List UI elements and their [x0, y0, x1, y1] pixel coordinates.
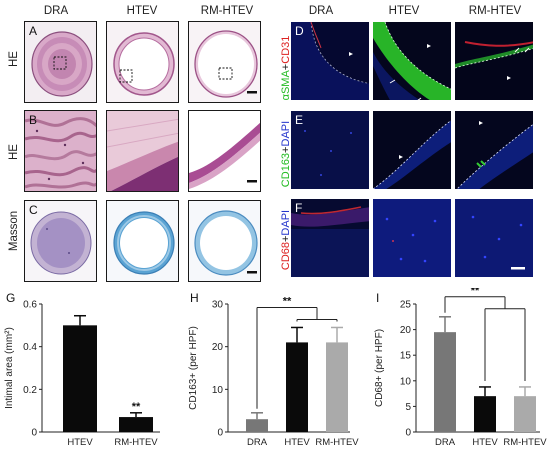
bar-htev	[474, 396, 496, 432]
panel-letter-b: B	[29, 113, 38, 127]
col-header-htev-right: HTEV	[388, 5, 420, 17]
micrograph-a-dra: A	[24, 21, 97, 103]
x-tick-label: RM-HTEV	[315, 437, 359, 448]
y-axis-label: CD163+ (per HPF)	[188, 326, 199, 410]
fluorescence-e-htev	[372, 110, 452, 190]
y-tick-label: 0	[405, 428, 411, 439]
bar-dra	[246, 419, 268, 432]
y-tick-label: 10	[400, 376, 412, 387]
panel-letter-c: C	[29, 203, 38, 217]
col-header-htev: HTEV	[126, 5, 158, 17]
fluorescence-e-rm-htev	[454, 110, 534, 190]
y-tick-label: 20	[400, 325, 412, 336]
micrograph-a-rm-htev	[188, 21, 261, 103]
bar-rm-htev	[514, 396, 536, 432]
micrograph-c-rm-htev	[188, 200, 261, 282]
fluorescence-f-rm-htev	[454, 198, 534, 278]
chart-h-cd163: H 0 10 20 30 CD163+ (per HPF) DRA HTEV RM-HTEV **	[188, 291, 359, 448]
x-tick-label: HTEV	[472, 437, 498, 448]
y-tick-label: 0	[31, 428, 37, 439]
x-tick-label: RM-HTEV	[114, 437, 158, 448]
chart-i-cd68: I 0 5 10 15 20 25 CD68+ (per HPF) DRA HTEV RM-HTEV…	[374, 288, 547, 448]
panel-letter-f: F	[295, 201, 303, 215]
significance-label: **	[283, 295, 292, 307]
x-tick-label: HTEV	[67, 437, 93, 448]
significance-bracket	[444, 296, 526, 381]
micrograph-b-htev	[106, 110, 179, 192]
col-header-dra-right: DRA	[308, 5, 334, 17]
panel-letter-g: G	[6, 291, 15, 305]
micrograph-a-htev	[106, 21, 179, 103]
y-tick-label: 0.4	[23, 342, 37, 353]
y-tick-label: 15	[400, 351, 412, 362]
y-tick-label: 30	[212, 300, 224, 311]
y-tick-label: 0	[217, 428, 223, 439]
y-tick-label: 25	[400, 300, 412, 311]
fluorescence-d-htev	[372, 21, 452, 101]
micrograph-b-rm-htev	[188, 110, 261, 192]
bar-dra	[434, 332, 456, 432]
y-tick-label: 0.2	[23, 385, 37, 396]
col-header-dra: DRA	[43, 5, 69, 17]
panel-letter-h: H	[190, 291, 199, 305]
fluorescence-f-htev	[372, 198, 452, 278]
y-tick-label: 5	[405, 402, 411, 413]
significance-label: **	[132, 401, 141, 413]
fluorescence-d-rm-htev	[454, 21, 534, 101]
micrograph-c-dra: C	[24, 200, 97, 282]
panel-letter-e: E	[295, 113, 304, 127]
bar-rm-htev	[326, 342, 348, 432]
chart-g-intimal-area: G 0 0.2 0.4 0.6 Intimal area (mm²) HTEV RM-HTEV…	[4, 291, 160, 448]
y-tick-label: 20	[212, 342, 224, 353]
row-label-he-a: HE	[8, 51, 20, 67]
fluorescence-d-dra: D	[290, 21, 370, 101]
bar-htev	[286, 342, 308, 432]
panel-letter-d: D	[295, 24, 304, 38]
significance-label: **	[471, 288, 480, 297]
x-tick-label: RM-HTEV	[503, 437, 547, 448]
x-tick-label: HTEV	[284, 437, 310, 448]
panel-letter-a: A	[29, 24, 38, 38]
row-label-masson: Masson	[8, 210, 20, 252]
x-tick-label: DRA	[247, 437, 268, 448]
x-tick-label: DRA	[435, 437, 456, 448]
significance-bracket	[256, 306, 338, 409]
y-axis-label: CD68+ (per HPF)	[374, 329, 385, 407]
micrograph-c-htev	[106, 200, 179, 282]
col-header-rm-htev-right: RM-HTEV	[468, 5, 522, 17]
micrograph-b-dra: B	[24, 110, 97, 192]
panel-letter-i: I	[376, 291, 379, 305]
col-header-rm-htev: RM-HTEV	[200, 5, 254, 17]
bar-rm-htev	[119, 417, 153, 432]
row-label-he-b: HE	[8, 144, 20, 160]
y-axis-label: Intimal area (mm²)	[4, 327, 15, 409]
fluorescence-e-dra: E	[290, 110, 370, 190]
fluorescence-f-dra: F	[290, 198, 370, 278]
y-tick-label: 0.6	[23, 300, 37, 311]
bar-htev	[63, 325, 97, 432]
y-tick-label: 10	[212, 385, 224, 396]
